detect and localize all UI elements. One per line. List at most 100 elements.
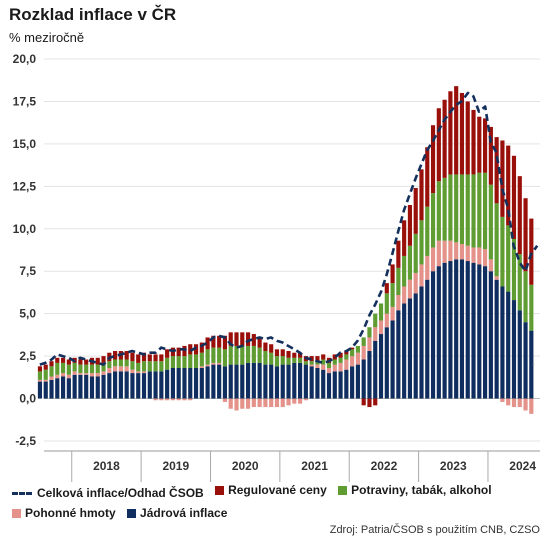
bar-regulated bbox=[454, 86, 459, 175]
bar-fuel bbox=[465, 245, 470, 262]
bar-regulated bbox=[494, 137, 499, 204]
bar-regulated bbox=[101, 356, 106, 363]
bar-fuel bbox=[141, 371, 147, 374]
bar-food bbox=[107, 361, 112, 368]
bar-food bbox=[95, 364, 100, 374]
bar-core bbox=[182, 368, 187, 399]
bar-regulated bbox=[471, 109, 476, 175]
bar-fuel bbox=[211, 362, 216, 365]
bar-fuel bbox=[89, 373, 95, 377]
bar-fuel bbox=[511, 398, 517, 408]
bar-regulated bbox=[147, 354, 152, 362]
bar-fuel bbox=[165, 398, 170, 401]
bar-core bbox=[176, 368, 181, 399]
bar-regulated bbox=[176, 347, 181, 357]
bar-core bbox=[321, 369, 326, 399]
bar-food bbox=[228, 345, 233, 365]
bar-food bbox=[494, 203, 499, 277]
bar-food bbox=[159, 361, 164, 372]
bar-core bbox=[211, 364, 216, 399]
bar-core bbox=[193, 368, 199, 399]
bar-food bbox=[78, 364, 83, 374]
bar-regulated bbox=[159, 354, 164, 362]
bar-fuel bbox=[298, 398, 303, 404]
bar-food bbox=[182, 356, 187, 368]
bar-regulated bbox=[280, 349, 285, 357]
bar-fuel bbox=[217, 362, 222, 365]
bar-regulated bbox=[448, 91, 453, 175]
bar-core bbox=[529, 330, 534, 399]
bar-food bbox=[43, 369, 48, 380]
bar-regulated bbox=[263, 342, 268, 352]
bar-regulated bbox=[407, 205, 413, 246]
y-tick-label: 10,0 bbox=[13, 222, 37, 236]
bar-core bbox=[384, 327, 389, 399]
bar-fuel bbox=[407, 279, 413, 299]
bar-fuel bbox=[274, 398, 280, 408]
bar-fuel bbox=[228, 398, 233, 409]
bar-regulated bbox=[211, 335, 216, 348]
bar-food bbox=[188, 354, 193, 368]
bar-core bbox=[402, 303, 407, 399]
x-tick-label: 2022 bbox=[371, 459, 398, 473]
bar-regulated bbox=[84, 359, 89, 365]
bar-food bbox=[251, 345, 256, 363]
bar-regulated bbox=[425, 147, 430, 207]
bar-fuel bbox=[107, 368, 112, 374]
bar-food bbox=[396, 267, 401, 295]
bar-regulated bbox=[292, 352, 297, 358]
bar-regulated bbox=[217, 335, 222, 348]
bar-core bbox=[199, 368, 204, 399]
bar-core bbox=[465, 261, 470, 399]
bar-core bbox=[205, 366, 210, 399]
bar-food bbox=[193, 354, 199, 368]
legend-food: Potraviny, tabák, alkohol bbox=[338, 480, 492, 500]
bar-fuel bbox=[361, 345, 366, 360]
legend-core-label: Jádrová inflace bbox=[140, 506, 228, 520]
bar-core bbox=[124, 371, 129, 399]
bar-fuel bbox=[182, 398, 187, 401]
bar-food bbox=[338, 357, 343, 363]
bar-core bbox=[413, 293, 418, 399]
bar-core bbox=[269, 364, 274, 399]
bar-fuel bbox=[413, 272, 418, 294]
bar-fuel bbox=[205, 364, 210, 367]
bar-regulated bbox=[338, 352, 343, 358]
bar-regulated bbox=[436, 108, 441, 182]
bar-core bbox=[396, 310, 401, 399]
bar-regulated bbox=[240, 332, 245, 346]
bars bbox=[37, 86, 534, 414]
bar-fuel bbox=[321, 364, 326, 370]
bar-fuel bbox=[78, 373, 83, 375]
legend: Celková inflace/Odhad ČSOB Regulované ce… bbox=[12, 480, 544, 524]
bar-food bbox=[298, 357, 303, 363]
legend-headline-swatch bbox=[12, 491, 32, 495]
legend-fuel-swatch bbox=[12, 508, 21, 518]
bar-food bbox=[448, 174, 453, 241]
bar-food bbox=[61, 362, 66, 374]
bar-food bbox=[205, 349, 210, 365]
bar-core bbox=[367, 351, 372, 399]
bar-regulated bbox=[136, 354, 141, 363]
bar-fuel bbox=[477, 247, 482, 265]
legend-headline: Celková inflace/Odhad ČSOB bbox=[12, 483, 204, 503]
bar-regulated bbox=[350, 347, 355, 350]
x-tick-label: 2018 bbox=[93, 459, 120, 473]
bar-fuel bbox=[43, 379, 48, 382]
bar-core bbox=[251, 362, 256, 399]
bar-food bbox=[390, 283, 395, 307]
bar-core bbox=[280, 364, 285, 399]
bar-core bbox=[332, 371, 337, 399]
bar-food bbox=[506, 225, 511, 292]
bar-food bbox=[222, 349, 228, 367]
bar-fuel bbox=[170, 398, 175, 401]
bar-fuel bbox=[442, 240, 447, 263]
bar-core bbox=[303, 364, 308, 399]
bar-fuel bbox=[483, 249, 488, 267]
bar-food bbox=[89, 364, 95, 374]
bar-core bbox=[43, 381, 48, 399]
bar-core bbox=[95, 376, 100, 399]
bar-regulated bbox=[361, 398, 366, 406]
bar-core bbox=[523, 322, 528, 399]
bar-food bbox=[326, 362, 332, 368]
